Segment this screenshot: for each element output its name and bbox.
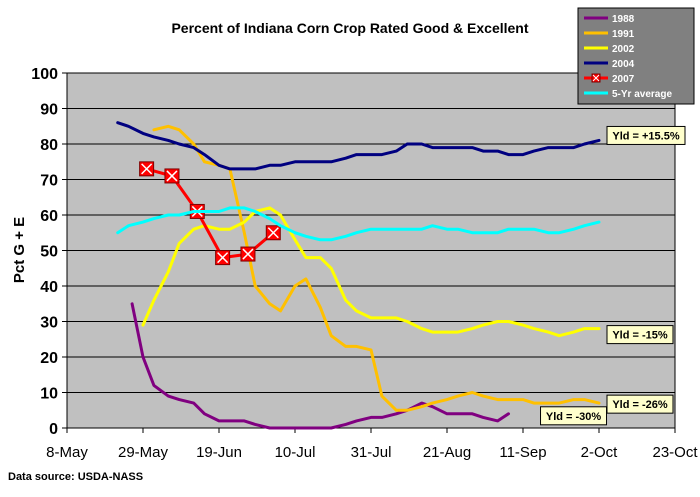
legend-label: 2002 (612, 44, 635, 55)
series-2002 (141, 206, 601, 338)
legend-item: 1991 (584, 29, 635, 40)
y-tick-label: 20 (40, 350, 58, 367)
annotation-box: Yld = -15% (606, 325, 674, 345)
legend-marker-cross (592, 74, 600, 82)
data-point-marker (139, 161, 155, 177)
x-tick-label: 2-Oct (581, 444, 619, 461)
x-tick-label: 21-Aug (423, 444, 471, 461)
y-tick-label: 30 (40, 315, 58, 332)
marker-cross (141, 163, 153, 175)
legend-box (577, 7, 695, 105)
annotations: Yld = +15.5% Yld = -15% Yld = -26% Yld = -3… (540, 125, 686, 426)
y-tick-label: 70 (40, 173, 58, 190)
series-2004 (116, 121, 601, 171)
series-1988 (130, 302, 510, 430)
y-axis-label: Pct G + E (11, 217, 28, 283)
legend-label: 2007 (612, 74, 635, 85)
legend-label: 1988 (612, 14, 635, 25)
legend-item: 5-Yr average (584, 89, 672, 100)
data-point-marker (265, 225, 281, 241)
data-point-marker (215, 250, 231, 266)
annotation-text: Yld = -30% (546, 411, 602, 423)
legend-item: 2002 (584, 44, 635, 55)
x-tick-label: 11-Sep (499, 444, 546, 461)
y-tick-label: 10 (40, 386, 58, 403)
legend-item: 2007 (584, 73, 635, 85)
series-line (116, 121, 601, 171)
y-tick-label: 80 (40, 137, 58, 154)
series-5-yr-average (116, 206, 601, 242)
chart-title: Percent of Indiana Corn Crop Rated Good … (171, 20, 528, 36)
x-tick-label: 23-Oct (652, 444, 698, 461)
data-point-marker (240, 246, 256, 262)
legend-item: 2004 (584, 59, 635, 70)
marker-cross (217, 252, 229, 264)
annotation-box: Yld = -30% (540, 406, 608, 426)
legend-item: 1988 (584, 14, 635, 25)
series-line (130, 302, 510, 430)
x-tick-label: 19-Jun (196, 444, 242, 461)
axes: 0 10 20 30 40 50 60 70 80 90 100 8-May 29-May 19-Jun 1… (31, 66, 698, 461)
annotation-frame (606, 325, 674, 345)
y-tick-label: 50 (40, 244, 58, 261)
x-tick-label: 31-Jul (351, 444, 392, 461)
legend-label: 2004 (612, 59, 635, 70)
marker-cross (242, 248, 254, 260)
annotation-frame (606, 394, 674, 414)
series-line (141, 206, 601, 338)
y-tick-label: 90 (40, 102, 58, 119)
annotation-frame (606, 125, 686, 145)
y-tick-label: 100 (31, 66, 58, 83)
annotation-text: Yld = -15% (612, 330, 668, 342)
legend-label: 1991 (612, 29, 635, 40)
annotation-frame (540, 406, 608, 426)
x-tick-label: 29-May (118, 444, 169, 461)
series-group (116, 121, 601, 430)
annotation-text: Yld = -26% (612, 399, 668, 411)
x-tick-label: 8-May (46, 444, 88, 461)
y-tick-label: 0 (49, 421, 58, 438)
y-tick-label: 40 (40, 279, 58, 296)
legend-label: 5-Yr average (612, 89, 672, 100)
source-note: Data source: USDA-NASS (8, 471, 143, 483)
marker-cross (166, 170, 178, 182)
annotation-text: Yld = +15.5% (612, 130, 679, 142)
y-tick-label: 60 (40, 208, 58, 225)
data-point-marker (164, 168, 180, 184)
marker-cross (267, 227, 279, 239)
x-tick-label: 10-Jul (275, 444, 316, 461)
annotation-box: Yld = +15.5% (606, 125, 686, 145)
legend: 1988 1991 2002 2004 2007 5-Yr average (577, 7, 695, 105)
series-line (116, 206, 601, 242)
annotation-box: Yld = -26% (606, 394, 674, 414)
